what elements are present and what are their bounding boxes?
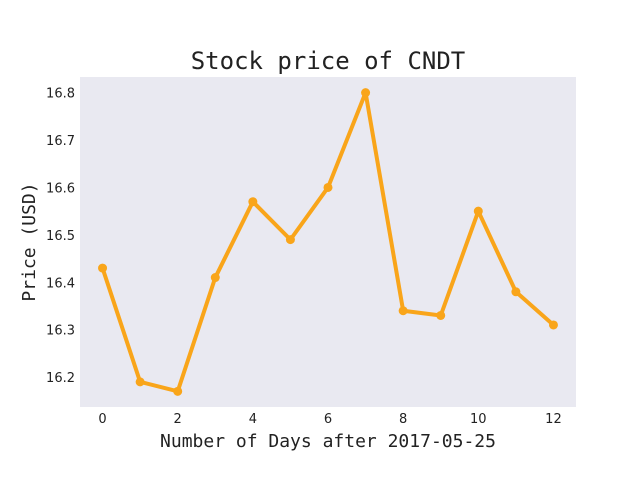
- data-point: [135, 377, 145, 387]
- data-point: [361, 88, 371, 98]
- data-point: [398, 306, 408, 316]
- data-point: [210, 273, 220, 283]
- y-tick-label: 16.3: [46, 324, 75, 339]
- x-tick-label: 2: [174, 412, 182, 427]
- x-tick-labels: 0 2 4 6 8 10 12: [98, 412, 561, 427]
- y-tick-label: 16.4: [46, 276, 75, 291]
- y-tick-label: 16.2: [46, 371, 75, 386]
- x-tick-label: 4: [249, 412, 257, 427]
- y-tick-labels: 16.2 16.3 16.4 16.5 16.6 16.7 16.8: [46, 87, 75, 386]
- x-tick-label: 0: [98, 412, 106, 427]
- data-point: [98, 263, 108, 273]
- data-point: [548, 320, 558, 330]
- x-tick-label: 8: [399, 412, 407, 427]
- x-tick-label: 12: [545, 412, 562, 427]
- y-tick-label: 16.7: [46, 134, 75, 149]
- plot-area: [80, 77, 576, 407]
- data-point: [285, 235, 295, 245]
- data-point: [473, 206, 483, 216]
- x-tick-label: 10: [470, 412, 487, 427]
- x-axis-label: Number of Days after 2017-05-25: [160, 431, 496, 452]
- data-point: [323, 182, 333, 192]
- y-tick-label: 16.8: [46, 87, 75, 102]
- y-tick-label: 16.6: [46, 181, 75, 196]
- data-point: [173, 386, 183, 396]
- data-point: [511, 287, 521, 297]
- data-point: [436, 310, 446, 320]
- x-tick-label: 6: [324, 412, 332, 427]
- chart-title: Stock price of CNDT: [191, 47, 466, 75]
- data-point: [248, 197, 258, 207]
- y-axis-label: Price (USD): [19, 182, 40, 301]
- y-tick-label: 16.5: [46, 229, 75, 244]
- data-points: [98, 88, 558, 396]
